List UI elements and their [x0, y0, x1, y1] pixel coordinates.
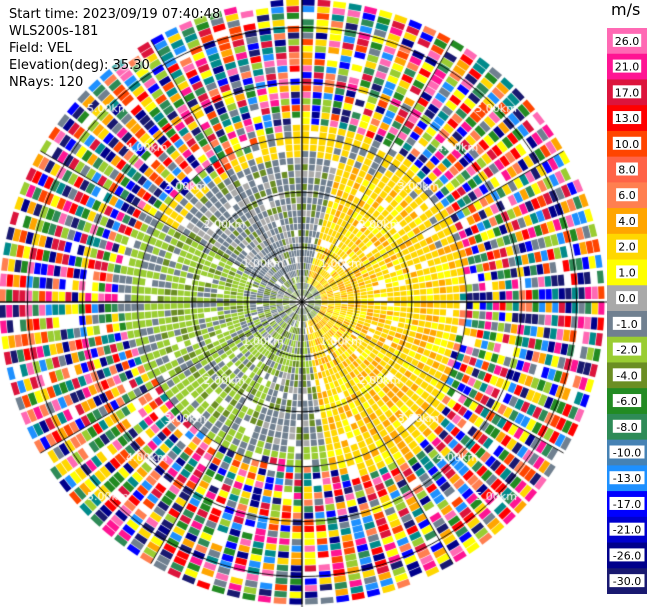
- colorbar-tick-label: -30.0: [613, 575, 641, 588]
- colorbar-tick-bg: [609, 496, 645, 510]
- colorbar-tick-label: 4.0: [618, 215, 636, 228]
- colorbar-tick-label: 10.0: [615, 138, 640, 151]
- colorbar-tick-label: 1.0: [618, 266, 636, 279]
- colorbar-tick-bg: [609, 445, 645, 459]
- colorbar-tick-bg: [612, 419, 642, 433]
- colorbar-tick-label: 17.0: [615, 86, 640, 99]
- colorbar-tick-label: -1.0: [616, 318, 637, 331]
- colorbar-tick-label: -10.0: [613, 447, 641, 460]
- colorbar-tick-bg: [612, 342, 642, 356]
- colorbar-tick-bg: [616, 162, 638, 176]
- colorbar-tick-bg: [609, 522, 645, 536]
- colorbar-tick-label: -13.0: [613, 472, 641, 485]
- colorbar-tick-bg: [616, 213, 638, 227]
- colorbar-tick-bg: [612, 394, 642, 408]
- colorbar-tick-bg: [612, 33, 642, 47]
- scan-info-block: Start time: 2023/09/19 07:40:48 WLS200s-…: [9, 6, 220, 91]
- colorbar-tick-bg: [616, 188, 638, 202]
- colorbar-tick-label: 13.0: [615, 112, 640, 125]
- colorbar-tick-label: 2.0: [618, 241, 636, 254]
- colorbar-tick-label: -2.0: [616, 344, 637, 357]
- colorbar-tick-bg: [616, 291, 638, 305]
- nrays-label: NRays: 120: [9, 75, 84, 90]
- colorbar: 26.0 21.0 17.0 13.0 10.0 8.0 6.0 4.0 2.0 1.0 0.0 -1…: [607, 28, 647, 594]
- colorbar-tick-bg: [612, 368, 642, 382]
- colorbar-tick-label: 8.0: [618, 164, 636, 177]
- colorbar-tick-label: -26.0: [613, 549, 641, 562]
- colorbar-tick-bg: [609, 471, 645, 485]
- field-label: Field: VEL: [9, 41, 72, 56]
- colorbar-tick-bg: [612, 111, 642, 125]
- colorbar-tick-label: -21.0: [613, 524, 641, 537]
- colorbar-tick-bg: [609, 548, 645, 562]
- colorbar-tick-label: -8.0: [616, 421, 637, 434]
- colorbar-tick-bg: [612, 136, 642, 150]
- colorbar-tick-label: -17.0: [613, 498, 641, 511]
- colorbar-tick-label: -4.0: [616, 369, 637, 382]
- colorbar-tick-bg: [612, 85, 642, 99]
- colorbar-tick-bg: [612, 316, 642, 330]
- colorbar-tick-bg: [609, 574, 645, 588]
- colorbar-tick-label: 26.0: [615, 35, 640, 48]
- colorbar-unit-label: m/s: [611, 0, 641, 19]
- colorbar-tick-label: 6.0: [618, 189, 636, 202]
- colorbar-tick-bg: [616, 265, 638, 279]
- colorbar-tick-label: 0.0: [618, 292, 636, 305]
- colorbar-tick-bg: [616, 239, 638, 253]
- elevation-label: Elevation(deg): 35.30: [9, 58, 150, 73]
- start-time-label: Start time: 2023/09/19 07:40:48: [9, 7, 221, 22]
- colorbar-tick-bg: [612, 59, 642, 73]
- colorbar-tick-label: 21.0: [615, 61, 640, 74]
- instrument-label: WLS200s-181: [9, 24, 99, 39]
- colorbar-tick-label: -6.0: [616, 395, 637, 408]
- ppi-velocity-plot: [0, 0, 607, 607]
